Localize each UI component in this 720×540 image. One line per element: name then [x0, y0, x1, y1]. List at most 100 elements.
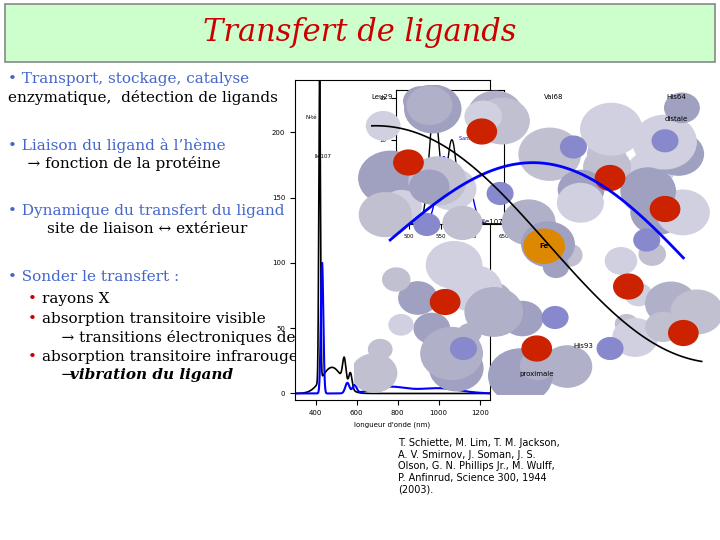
Text: Transfert de ligands: Transfert de ligands — [203, 17, 517, 49]
Circle shape — [451, 338, 476, 359]
Text: • Sonder le transfert :: • Sonder le transfert : — [8, 270, 179, 284]
Circle shape — [475, 98, 529, 144]
Circle shape — [634, 229, 660, 251]
Circle shape — [409, 157, 466, 205]
Circle shape — [465, 288, 523, 336]
Text: His93: His93 — [573, 343, 593, 349]
Circle shape — [465, 101, 501, 132]
Circle shape — [650, 197, 680, 221]
Circle shape — [669, 321, 698, 346]
Circle shape — [487, 183, 513, 204]
Circle shape — [369, 340, 392, 359]
Circle shape — [447, 266, 501, 312]
Circle shape — [521, 350, 554, 380]
Text: Ile107: Ile107 — [482, 219, 503, 226]
Text: Sans CO: Sans CO — [459, 136, 480, 141]
Circle shape — [430, 346, 483, 391]
Circle shape — [639, 243, 665, 265]
Circle shape — [467, 282, 513, 321]
Circle shape — [431, 289, 460, 314]
Circle shape — [414, 313, 449, 343]
Text: Val68: Val68 — [544, 94, 564, 100]
Circle shape — [410, 170, 449, 203]
Text: • Dynamique du transfert du ligand: • Dynamique du transfert du ligand — [8, 204, 284, 218]
Text: Fe: Fe — [539, 243, 549, 249]
FancyBboxPatch shape — [5, 4, 715, 62]
Circle shape — [657, 201, 680, 220]
Circle shape — [646, 312, 680, 341]
Circle shape — [408, 86, 452, 124]
Circle shape — [657, 190, 709, 235]
Text: distale: distale — [665, 116, 688, 122]
Circle shape — [543, 346, 592, 387]
Text: Ile107: Ile107 — [315, 154, 332, 159]
Circle shape — [427, 168, 476, 210]
Circle shape — [544, 256, 568, 278]
Circle shape — [581, 103, 642, 155]
Text: •: • — [28, 312, 37, 326]
Circle shape — [522, 222, 575, 266]
Circle shape — [522, 336, 552, 361]
Text: proximale: proximale — [520, 372, 554, 377]
Circle shape — [468, 91, 523, 137]
Circle shape — [660, 120, 693, 149]
Circle shape — [556, 244, 582, 266]
Text: absorption transitoire visible: absorption transitoire visible — [42, 312, 266, 326]
Circle shape — [667, 291, 711, 328]
Text: N-té: N-té — [305, 115, 317, 120]
Circle shape — [613, 319, 657, 356]
Circle shape — [359, 151, 422, 205]
Text: absorption transitoire infrarouge: absorption transitoire infrarouge — [42, 350, 298, 364]
Circle shape — [631, 130, 653, 149]
Circle shape — [426, 241, 482, 288]
Circle shape — [613, 274, 643, 299]
Text: •: • — [28, 292, 37, 306]
Circle shape — [394, 150, 423, 175]
Text: T. Schiette, M. Lim, T. M. Jackson,
A. V. Smirnov, J. Soman, J. S.
Olson, G. N. : T. Schiette, M. Lim, T. M. Jackson, A. V… — [398, 438, 559, 495]
Circle shape — [557, 184, 603, 222]
Text: → transitions électroniques de l’hème: → transitions électroniques de l’hème — [42, 330, 352, 345]
Circle shape — [404, 87, 438, 116]
Text: • Liaison du ligand à l’hème: • Liaison du ligand à l’hème — [8, 138, 225, 153]
Text: vibration du ligand: vibration du ligand — [70, 368, 233, 382]
Circle shape — [584, 147, 631, 187]
Text: Leu29: Leu29 — [372, 94, 393, 100]
Circle shape — [519, 129, 580, 180]
Circle shape — [606, 248, 636, 274]
Circle shape — [621, 168, 675, 214]
Circle shape — [588, 138, 625, 170]
Circle shape — [351, 354, 397, 392]
Circle shape — [646, 282, 696, 325]
Text: His64: His64 — [666, 94, 686, 100]
Circle shape — [654, 133, 703, 175]
Text: •: • — [28, 350, 37, 364]
Circle shape — [489, 349, 552, 403]
Circle shape — [405, 85, 461, 133]
Circle shape — [399, 282, 437, 314]
Circle shape — [467, 119, 496, 144]
Circle shape — [383, 268, 410, 291]
Text: →: → — [42, 368, 79, 382]
Circle shape — [633, 116, 696, 169]
Circle shape — [671, 290, 720, 334]
Circle shape — [382, 191, 421, 224]
Circle shape — [595, 166, 625, 191]
Circle shape — [443, 206, 482, 239]
Circle shape — [561, 136, 586, 158]
X-axis label: longueur d'onde (nm): longueur d'onde (nm) — [354, 421, 431, 428]
Circle shape — [631, 190, 684, 234]
Text: enzymatique,  détection de ligands: enzymatique, détection de ligands — [8, 90, 278, 105]
Circle shape — [652, 130, 678, 152]
Circle shape — [542, 307, 568, 328]
Text: site de liaison ↔ extérieur: site de liaison ↔ extérieur — [8, 222, 248, 236]
Circle shape — [665, 93, 699, 123]
Circle shape — [559, 171, 604, 209]
Circle shape — [628, 152, 673, 190]
Text: Avec CO: Avec CO — [402, 98, 423, 103]
Circle shape — [524, 229, 564, 263]
Circle shape — [458, 324, 481, 343]
Circle shape — [503, 301, 543, 335]
Circle shape — [359, 193, 411, 237]
Text: • Transport, stockage, catalyse: • Transport, stockage, catalyse — [8, 72, 249, 86]
Circle shape — [616, 315, 638, 334]
